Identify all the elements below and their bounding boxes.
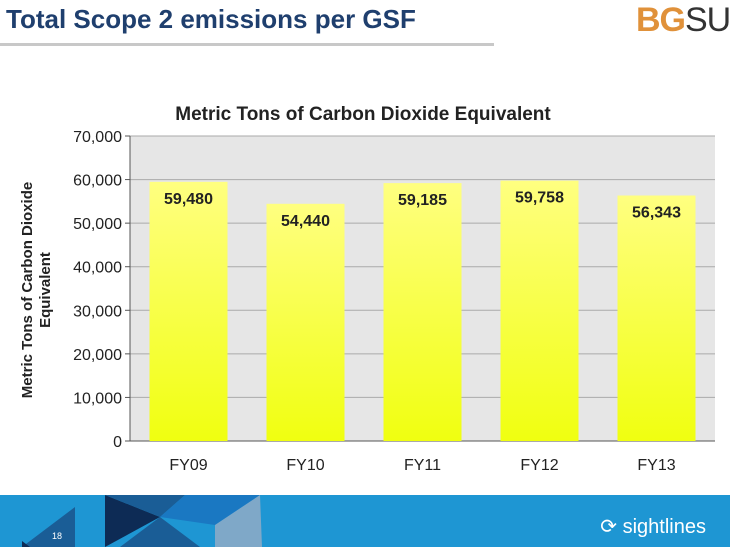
data-label: 59,480 bbox=[164, 191, 213, 208]
x-tick-label: FY13 bbox=[637, 457, 675, 474]
footer-decoration bbox=[22, 495, 262, 547]
data-label: 56,343 bbox=[632, 205, 681, 222]
y-tick-label: 10,000 bbox=[73, 390, 122, 407]
page-number: 18 bbox=[52, 531, 63, 541]
x-tick-label: FY11 bbox=[404, 457, 441, 474]
x-tick-label: FY10 bbox=[286, 457, 324, 474]
bar-fy12 bbox=[500, 180, 579, 441]
slide-title: Total Scope 2 emissions per GSF bbox=[6, 4, 416, 34]
data-label: 54,440 bbox=[281, 213, 330, 230]
y-tick-label: 40,000 bbox=[73, 260, 122, 277]
chart-title: Metric Tons of Carbon Dioxide Equivalent bbox=[175, 104, 551, 125]
bar-fy10 bbox=[266, 203, 345, 441]
y-tick-label: 70,000 bbox=[73, 129, 122, 146]
y-tick-label: 50,000 bbox=[73, 216, 122, 233]
y-tick-label: 60,000 bbox=[73, 173, 122, 190]
x-tick-label: FY09 bbox=[169, 457, 207, 474]
bar-fy11 bbox=[383, 183, 462, 441]
x-tick-label: FY12 bbox=[520, 457, 558, 474]
bar-fy13 bbox=[617, 195, 696, 441]
data-label: 59,185 bbox=[398, 192, 447, 209]
sightlines-logo: ⟳ sightlines bbox=[600, 516, 706, 538]
y-tick-label: 30,000 bbox=[73, 303, 122, 320]
y-tick-label: 20,000 bbox=[73, 347, 122, 364]
data-label: 59,758 bbox=[515, 190, 564, 207]
footer-bar: 18 ⟳ sightlines bbox=[0, 495, 730, 547]
bar-fy09 bbox=[149, 181, 228, 441]
bar-chart: Metric Tons of Carbon Dioxide Equivalent… bbox=[19, 104, 715, 474]
title-divider bbox=[0, 43, 494, 46]
y-axis-label: Metric Tons of Carbon DioxideEquivalent bbox=[19, 182, 54, 398]
bgsu-logo: BGSU bbox=[636, 1, 730, 39]
y-tick-label: 0 bbox=[113, 434, 122, 451]
